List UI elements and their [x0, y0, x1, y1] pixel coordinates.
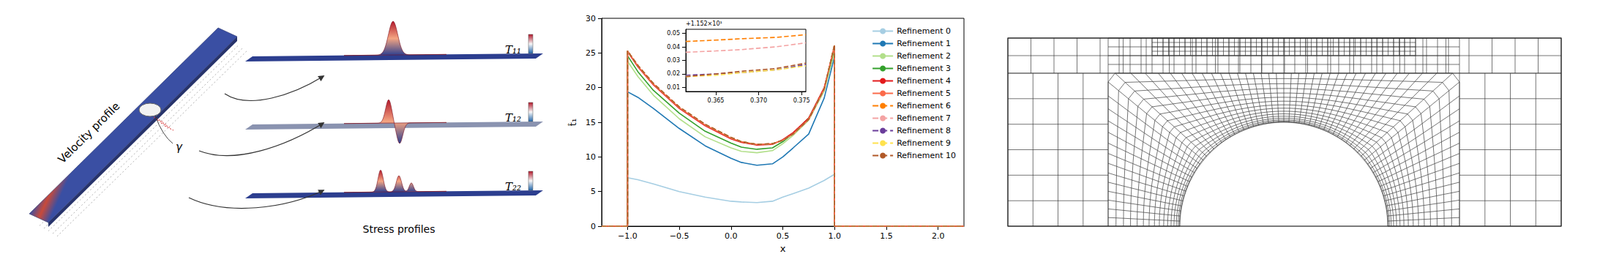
- svg-text:Refinement 7: Refinement 7: [896, 113, 951, 123]
- svg-text:−0.5: −0.5: [669, 231, 690, 241]
- svg-text:Refinement 0: Refinement 0: [896, 26, 951, 36]
- svg-text:Refinement 6: Refinement 6: [896, 101, 951, 111]
- svg-text:−1.0: −1.0: [617, 231, 638, 241]
- svg-text:0.04: 0.04: [666, 43, 680, 51]
- svg-text:0.0: 0.0: [724, 231, 738, 241]
- svg-text:0.05: 0.05: [666, 30, 680, 37]
- svg-text:0.5: 0.5: [776, 231, 790, 241]
- svg-text:10: 10: [585, 152, 596, 162]
- svg-text:1.5: 1.5: [879, 231, 893, 241]
- svg-text:x: x: [780, 243, 787, 254]
- svg-text:0.03: 0.03: [666, 57, 680, 64]
- svg-text:Refinement 10: Refinement 10: [896, 150, 956, 161]
- svg-text:t̂₁: t̂₁: [567, 118, 579, 127]
- svg-text:Refinement 5: Refinement 5: [896, 88, 951, 99]
- svg-text:30: 30: [585, 13, 596, 24]
- svg-text:0.02: 0.02: [666, 70, 680, 77]
- svg-text:T₁₁: T₁₁: [505, 43, 522, 57]
- svg-text:Refinement 2: Refinement 2: [896, 51, 951, 61]
- svg-text:+1.152×10¹: +1.152×10¹: [685, 20, 723, 28]
- svg-text:T₂₂: T₂₂: [505, 180, 522, 194]
- svg-text:0.01: 0.01: [666, 84, 680, 91]
- svg-text:Refinement 9: Refinement 9: [896, 138, 951, 148]
- svg-text:0: 0: [590, 221, 596, 232]
- svg-text:2.0: 2.0: [931, 231, 945, 241]
- svg-text:γ: γ: [175, 140, 183, 154]
- svg-text:Velocity profile: Velocity profile: [55, 99, 123, 167]
- svg-text:1.0: 1.0: [827, 231, 841, 241]
- svg-text:Stress profiles: Stress profiles: [363, 223, 436, 235]
- svg-text:5: 5: [590, 186, 596, 197]
- svg-text:20: 20: [585, 82, 596, 93]
- svg-text:Refinement 4: Refinement 4: [896, 76, 951, 86]
- svg-text:25: 25: [585, 48, 596, 58]
- svg-text:15: 15: [585, 117, 596, 128]
- svg-text:T₁₂: T₁₂: [505, 111, 522, 125]
- svg-text:0.370: 0.370: [750, 97, 768, 104]
- svg-text:Refinement 8: Refinement 8: [896, 125, 951, 136]
- svg-text:Refinement 3: Refinement 3: [896, 63, 951, 74]
- svg-text:Refinement 1: Refinement 1: [896, 38, 951, 49]
- svg-text:0.365: 0.365: [707, 97, 725, 104]
- svg-text:0.375: 0.375: [793, 97, 811, 104]
